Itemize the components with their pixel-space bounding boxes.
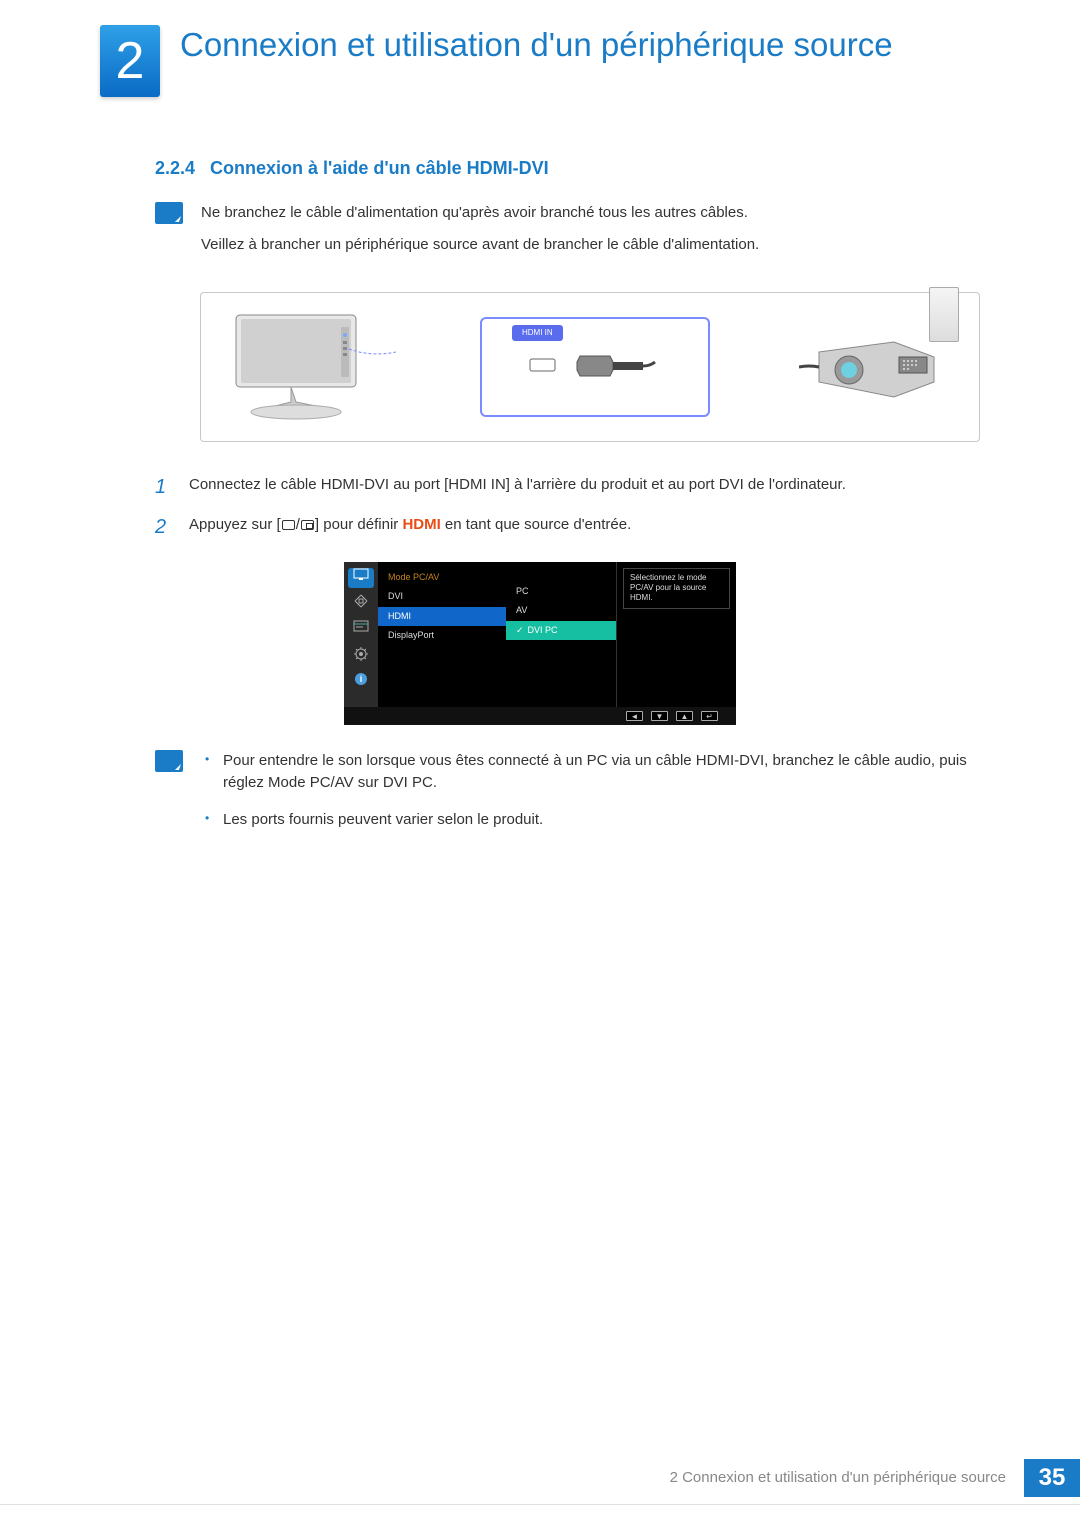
osd-sidebar-icon-size [348, 594, 374, 614]
footer-divider [0, 1504, 1080, 1505]
osd-menu-screenshot: i Mode PC/AV DVI HDMI DisplayPort PC AV … [344, 562, 736, 725]
source-glyph-icon [301, 520, 314, 530]
osd-column-sources: Mode PC/AV DVI HDMI DisplayPort [378, 562, 506, 707]
osd-sidebar-icon-menu [348, 620, 374, 640]
highlight-hdmi: HDMI [402, 516, 440, 533]
port-label: HDMI IN [512, 325, 563, 341]
osd-key-enter: ↵ [701, 711, 718, 721]
osd-sidebar-icon-display [348, 568, 374, 588]
note-icon [155, 202, 183, 224]
osd-tip-text: Sélectionnez le mode PC/AV pour la sourc… [623, 568, 730, 609]
osd-key-left: ◄ [626, 711, 643, 721]
note-item-1: Pour entendre le son lorsque vous êtes c… [201, 750, 980, 795]
osd-mode-pc: PC [506, 582, 616, 602]
pc-tower-icon [929, 287, 959, 342]
hdmi-connector-icon [525, 344, 665, 389]
highlight-mode: Mode PC/AV [268, 774, 354, 791]
osd-sidebar: i [344, 562, 378, 707]
step-number: 1 [155, 472, 173, 502]
osd-item-hdmi: HDMI [378, 607, 506, 627]
osd-tip-panel: Sélectionnez le mode PC/AV pour la sourc… [616, 562, 736, 707]
svg-text:i: i [360, 674, 363, 684]
step-1: 1 Connectez le câble HDMI-DVI au port [H… [155, 472, 980, 502]
note-icon [155, 750, 183, 772]
warning-line-1: Ne branchez le câble d'alimentation qu'a… [201, 202, 759, 225]
step-text: Appuyez sur [/] pour définir HDMI en tan… [189, 512, 980, 542]
warning-text: Ne branchez le câble d'alimentation qu'a… [201, 202, 759, 267]
section-number: 2.2.4 [155, 158, 195, 178]
osd-key-up: ▲ [676, 711, 693, 721]
chapter-number-badge: 2 [100, 25, 160, 97]
step-number: 2 [155, 512, 173, 542]
osd-menu-title: Mode PC/AV [378, 568, 506, 588]
notes-list: Pour entendre le son lorsque vous êtes c… [201, 750, 980, 846]
port-detail-box: HDMI IN [480, 317, 710, 417]
osd-sidebar-icon-settings [348, 646, 374, 666]
step-text: Connectez le câble HDMI-DVI au port [HDM… [189, 472, 980, 502]
osd-key-down: ▼ [651, 711, 668, 721]
osd-mode-dvipc: DVI PC [506, 621, 616, 641]
warning-line-2: Veillez à brancher un périphérique sourc… [201, 234, 759, 257]
dvi-device-icon [799, 322, 949, 412]
osd-item-dvi: DVI [378, 587, 506, 607]
chapter-title: Connexion et utilisation d'un périphériq… [180, 25, 1020, 65]
page-footer: 2 Connexion et utilisation d'un périphér… [670, 1459, 1080, 1497]
osd-mode-av: AV [506, 601, 616, 621]
highlight-dvipc: DVI PC [383, 774, 433, 791]
footer-chapter-ref: 2 Connexion et utilisation d'un périphér… [670, 1467, 1024, 1490]
button-glyph-icon [282, 520, 295, 530]
note-item-2: Les ports fournis peuvent varier selon l… [201, 809, 980, 832]
page-number: 35 [1024, 1459, 1080, 1497]
step-2: 2 Appuyez sur [/] pour définir HDMI en t… [155, 512, 980, 542]
osd-sidebar-icon-info: i [348, 672, 374, 692]
warning-block: Ne branchez le câble d'alimentation qu'a… [155, 202, 980, 267]
steps-list: 1 Connectez le câble HDMI-DVI au port [H… [155, 472, 980, 542]
notes-block: Pour entendre le son lorsque vous êtes c… [155, 750, 980, 846]
section-heading: 2.2.4 Connexion à l'aide d'un câble HDMI-… [155, 155, 1080, 182]
osd-footer-keys: ◄ ▼ ▲ ↵ [344, 707, 736, 725]
monitor-icon [221, 307, 401, 427]
connection-illustration: HDMI IN [200, 292, 980, 442]
section-title: Connexion à l'aide d'un câble HDMI-DVI [210, 158, 549, 178]
chapter-header: 2 Connexion et utilisation d'un périphér… [0, 0, 1080, 85]
osd-column-modes: PC AV DVI PC [506, 562, 616, 707]
osd-item-displayport: DisplayPort [378, 626, 506, 646]
